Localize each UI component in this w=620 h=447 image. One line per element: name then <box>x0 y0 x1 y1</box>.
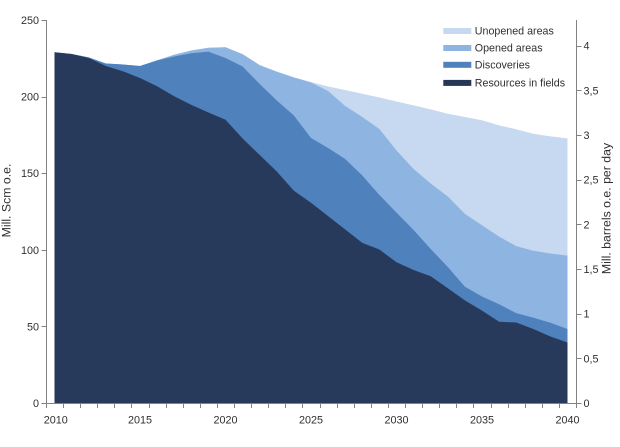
svg-text:2040: 2040 <box>555 415 579 427</box>
svg-text:4: 4 <box>584 41 590 53</box>
svg-text:Opened areas: Opened areas <box>475 43 543 55</box>
svg-text:Unopened areas: Unopened areas <box>475 26 554 38</box>
svg-text:Resources in fields: Resources in fields <box>475 77 565 89</box>
svg-text:Discoveries: Discoveries <box>475 59 530 71</box>
svg-text:200: 200 <box>21 92 39 104</box>
svg-text:0: 0 <box>584 398 590 410</box>
svg-text:250: 250 <box>21 15 39 27</box>
svg-text:2,5: 2,5 <box>584 175 599 187</box>
svg-text:1,5: 1,5 <box>584 264 599 276</box>
svg-text:Mill. barrels o.e. per day: Mill. barrels o.e. per day <box>600 142 614 274</box>
svg-text:2015: 2015 <box>128 415 152 427</box>
svg-text:2030: 2030 <box>384 415 408 427</box>
svg-text:0,5: 0,5 <box>584 353 599 365</box>
svg-text:1: 1 <box>584 309 590 321</box>
svg-text:2: 2 <box>584 219 590 231</box>
svg-text:Mill. Scm o.e.: Mill. Scm o.e. <box>0 164 14 238</box>
svg-text:2025: 2025 <box>299 415 323 427</box>
svg-text:2010: 2010 <box>44 415 68 427</box>
svg-text:0: 0 <box>33 398 39 410</box>
svg-text:150: 150 <box>21 168 39 180</box>
svg-text:3,5: 3,5 <box>584 85 599 97</box>
svg-text:3: 3 <box>584 130 590 142</box>
svg-text:2020: 2020 <box>213 415 237 427</box>
svg-text:50: 50 <box>27 321 39 333</box>
svg-text:100: 100 <box>21 245 39 257</box>
svg-text:2035: 2035 <box>470 415 494 427</box>
